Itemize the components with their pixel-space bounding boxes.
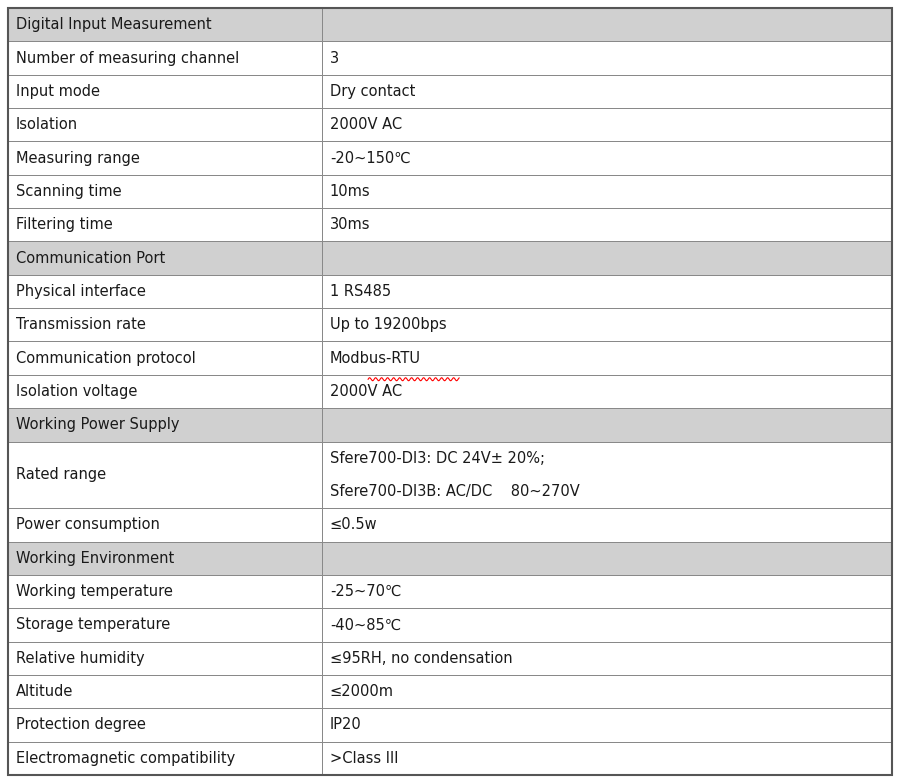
Bar <box>8 142 322 175</box>
Bar <box>8 309 322 341</box>
Bar <box>322 8 892 41</box>
Bar <box>322 641 892 675</box>
Text: Number of measuring channel: Number of measuring channel <box>16 51 239 66</box>
Text: Isolation voltage: Isolation voltage <box>16 384 138 399</box>
Text: Input mode: Input mode <box>16 84 100 99</box>
Bar <box>8 675 322 709</box>
Bar <box>322 742 892 775</box>
Text: Working temperature: Working temperature <box>16 584 173 599</box>
Text: Communication Port: Communication Port <box>16 251 166 265</box>
Bar <box>322 208 892 241</box>
Text: ≤2000m: ≤2000m <box>329 684 394 699</box>
Text: -40~85℃: -40~85℃ <box>329 618 400 633</box>
Text: Power consumption: Power consumption <box>16 518 160 532</box>
Text: Scanning time: Scanning time <box>16 184 122 199</box>
Bar <box>322 442 892 508</box>
Bar <box>322 341 892 375</box>
Bar <box>8 41 322 74</box>
Bar <box>322 241 892 275</box>
Text: -20~150℃: -20~150℃ <box>329 150 410 165</box>
Bar <box>8 575 322 608</box>
Text: Rated range: Rated range <box>16 467 106 482</box>
Bar <box>8 341 322 375</box>
Text: Physical interface: Physical interface <box>16 284 146 299</box>
Text: Dry contact: Dry contact <box>329 84 415 99</box>
Bar <box>8 542 322 575</box>
Bar <box>8 375 322 408</box>
Text: 10ms: 10ms <box>329 184 371 199</box>
Text: Communication protocol: Communication protocol <box>16 351 196 366</box>
Bar <box>8 108 322 142</box>
Bar <box>8 608 322 641</box>
Text: Transmission rate: Transmission rate <box>16 317 146 332</box>
Bar <box>322 508 892 542</box>
Bar <box>322 675 892 709</box>
Bar <box>322 142 892 175</box>
Bar <box>322 542 892 575</box>
Text: Sfere700-DI3: DC 24V± 20%;: Sfere700-DI3: DC 24V± 20%; <box>329 451 549 466</box>
Text: IP20: IP20 <box>329 717 362 732</box>
Text: Modbus-RTU: Modbus-RTU <box>329 351 421 366</box>
Text: Protection degree: Protection degree <box>16 717 146 732</box>
Bar <box>322 608 892 641</box>
Text: Isolation: Isolation <box>16 117 78 132</box>
Text: Filtering time: Filtering time <box>16 217 112 233</box>
Text: ≤95RH, no condensation: ≤95RH, no condensation <box>329 651 512 666</box>
Text: Electromagnetic compatibility: Electromagnetic compatibility <box>16 751 235 766</box>
Bar <box>322 275 892 309</box>
Text: Measuring range: Measuring range <box>16 150 140 165</box>
Bar <box>322 41 892 74</box>
Bar <box>322 175 892 208</box>
Text: 2000V AC: 2000V AC <box>329 384 402 399</box>
Bar <box>8 641 322 675</box>
Text: 1 RS485: 1 RS485 <box>329 284 391 299</box>
Bar <box>322 309 892 341</box>
Text: Altitude: Altitude <box>16 684 74 699</box>
Text: Up to 19200bps: Up to 19200bps <box>329 317 446 332</box>
Bar <box>322 74 892 108</box>
Bar <box>322 408 892 442</box>
Text: >Class III: >Class III <box>329 751 399 766</box>
Bar <box>8 408 322 442</box>
Bar <box>8 742 322 775</box>
Bar <box>322 108 892 142</box>
Text: -25~70℃: -25~70℃ <box>329 584 401 599</box>
Bar <box>8 442 322 508</box>
Bar <box>322 575 892 608</box>
Text: Working Power Supply: Working Power Supply <box>16 417 179 432</box>
Text: Sfere700-DI3B: AC/DC    80~270V: Sfere700-DI3B: AC/DC 80~270V <box>329 484 580 499</box>
Bar <box>322 375 892 408</box>
Text: Working Environment: Working Environment <box>16 550 175 566</box>
Bar <box>8 275 322 309</box>
Text: 3: 3 <box>329 51 339 66</box>
Text: Storage temperature: Storage temperature <box>16 618 170 633</box>
Text: 30ms: 30ms <box>329 217 370 233</box>
Bar <box>8 508 322 542</box>
Text: 2000V AC: 2000V AC <box>329 117 402 132</box>
Bar <box>322 709 892 742</box>
Bar <box>8 175 322 208</box>
Text: ≤0.5w: ≤0.5w <box>329 518 377 532</box>
Bar <box>8 208 322 241</box>
Text: Digital Input Measurement: Digital Input Measurement <box>16 17 212 32</box>
Bar <box>8 709 322 742</box>
Bar <box>8 241 322 275</box>
Bar <box>8 74 322 108</box>
Bar <box>8 8 322 41</box>
Text: Relative humidity: Relative humidity <box>16 651 145 666</box>
